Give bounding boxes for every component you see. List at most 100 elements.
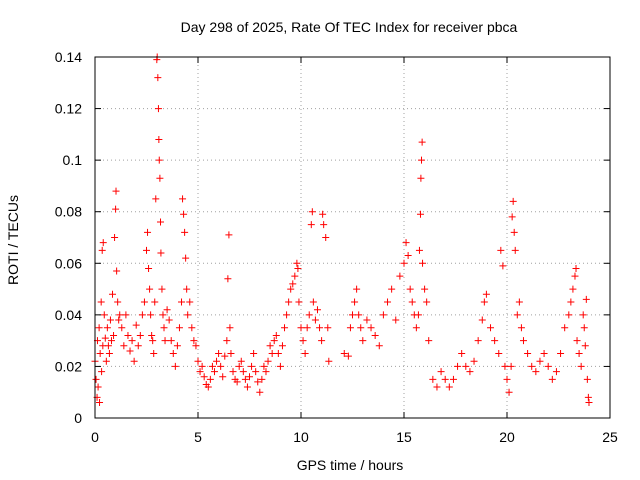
data-point: [101, 334, 109, 342]
data-point: [454, 362, 462, 370]
data-point: [511, 246, 519, 254]
data-point: [126, 347, 134, 355]
data-point: [303, 324, 311, 332]
data-point: [406, 285, 414, 293]
data-point: [254, 378, 262, 386]
y-tick-label: 0.1: [63, 152, 83, 168]
data-point: [441, 375, 449, 383]
data-point: [116, 311, 124, 319]
data-point: [96, 350, 104, 358]
data-point: [487, 324, 495, 332]
y-axis-label: ROTI / TECUs: [5, 195, 21, 285]
data-point: [297, 324, 305, 332]
data-point: [392, 316, 400, 324]
data-point: [412, 324, 420, 332]
data-point: [154, 74, 162, 82]
data-point: [418, 156, 426, 164]
data-point: [128, 337, 136, 345]
data-point: [557, 350, 565, 358]
plot-frame: [94, 56, 611, 419]
data-point: [425, 337, 433, 345]
data-point: [92, 375, 100, 383]
data-point: [144, 228, 152, 236]
data-point: [183, 285, 191, 293]
data-point: [278, 342, 286, 350]
data-point: [499, 262, 507, 270]
data-point: [104, 342, 112, 350]
data-point: [157, 249, 165, 257]
data-point: [497, 246, 505, 254]
data-point: [579, 311, 587, 319]
data-point: [95, 324, 103, 332]
data-point: [256, 388, 264, 396]
data-point: [113, 267, 121, 275]
data-point: [120, 342, 128, 350]
data-point: [536, 357, 544, 365]
x-tick-label: 25: [602, 429, 618, 445]
data-point: [184, 311, 192, 319]
data-point: [445, 383, 453, 391]
data-point: [291, 272, 299, 280]
data-point: [491, 337, 499, 345]
data-point: [111, 234, 119, 241]
data-point: [134, 342, 142, 350]
data-point: [503, 375, 511, 383]
data-point: [147, 311, 155, 319]
data-point: [105, 350, 113, 358]
data-point: [276, 362, 284, 370]
data-point: [418, 138, 426, 146]
data-point: [252, 368, 260, 376]
data-point: [250, 350, 258, 358]
data-point: [449, 375, 457, 383]
data-point: [528, 362, 536, 370]
data-point: [344, 352, 352, 360]
data-point: [100, 311, 108, 319]
data-point: [154, 105, 162, 113]
data-point: [102, 357, 110, 365]
data-point: [173, 342, 181, 350]
data-point: [186, 298, 194, 306]
x-tick-label: 0: [91, 429, 99, 445]
data-point: [565, 311, 573, 319]
data-point: [124, 331, 132, 339]
data-point: [355, 311, 363, 319]
data-point: [359, 337, 367, 345]
data-point: [569, 285, 577, 293]
data-point: [466, 368, 474, 376]
data-point: [94, 383, 102, 391]
data-point: [115, 316, 123, 324]
data-point: [98, 368, 106, 376]
y-tick-label: 0.14: [55, 49, 82, 65]
data-point: [429, 375, 437, 383]
data-point: [408, 298, 416, 306]
data-point: [196, 368, 204, 376]
x-tick-label: 20: [499, 429, 515, 445]
data-point: [243, 383, 251, 391]
y-tick-label: 0.02: [55, 358, 82, 374]
data-point: [219, 373, 227, 381]
data-point: [510, 228, 518, 236]
data-point: [517, 324, 525, 332]
data-point: [156, 174, 164, 182]
y-tick-label: 0: [74, 410, 82, 426]
data-point: [155, 156, 163, 164]
data-point: [110, 331, 118, 339]
data-point: [274, 350, 282, 358]
data-point: [414, 311, 422, 319]
data-point: [415, 246, 423, 254]
data-point: [375, 342, 383, 350]
data-point: [482, 290, 490, 298]
data-point: [325, 357, 333, 365]
y-tick-label: 0.04: [55, 307, 82, 323]
data-point: [270, 337, 278, 345]
data-point: [583, 375, 591, 383]
data-point: [229, 368, 237, 376]
data-point: [423, 298, 431, 306]
chart-title: Day 298 of 2025, Rate Of TEC Index for r…: [181, 19, 518, 35]
data-point: [305, 311, 313, 319]
x-tick-label: 5: [194, 429, 202, 445]
data-point: [208, 362, 216, 370]
data-point: [171, 362, 179, 370]
data-point: [213, 357, 221, 365]
